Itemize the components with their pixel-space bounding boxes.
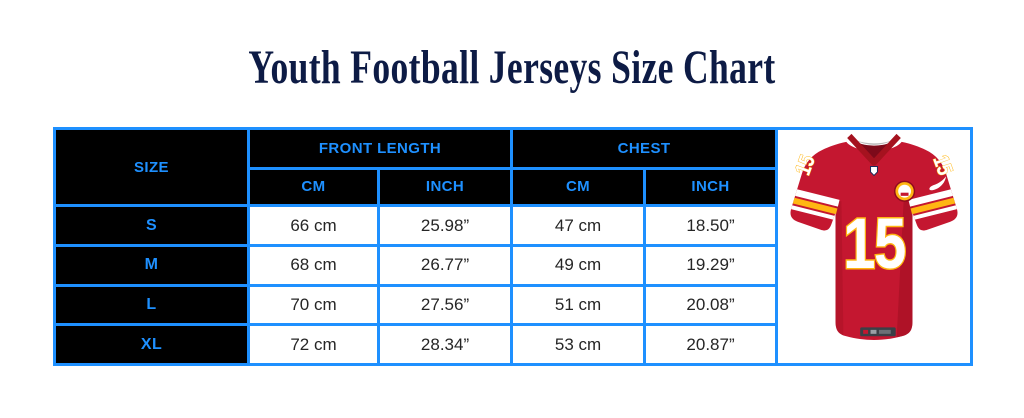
front-inch-cell-m: 26.77” <box>376 243 514 287</box>
front-inch-cell-xl: 28.34” <box>376 323 514 366</box>
chest-inch-cell-s: 18.50” <box>643 204 779 247</box>
front-inch-cell-l: 27.56” <box>376 283 514 327</box>
header-size: SIZE <box>53 126 250 208</box>
front-cm-cell-m: 68 cm <box>247 243 380 287</box>
subheader-chest-inch: INCH <box>643 166 779 208</box>
front-cm-cell-s: 66 cm <box>247 204 380 247</box>
header-sub-row: CM INCH CM INCH <box>55 166 972 208</box>
chest-cm-cell-s: 47 cm <box>510 204 647 247</box>
chest-number: 15 <box>843 204 905 284</box>
collar-trim <box>847 133 901 166</box>
team-patch-icon <box>894 180 916 202</box>
jersey-side-shade <box>896 201 913 338</box>
chest-cm-cell-xl: 53 cm <box>510 323 647 366</box>
size-cell-s: S <box>53 204 250 247</box>
size-cell-xl: XL <box>53 323 250 366</box>
swoosh-icon <box>929 176 947 191</box>
size-cell-l: L <box>53 283 250 327</box>
table-row-s: S 66 cm 25.98” 47 cm 18.50” <box>53 204 972 247</box>
jock-tag <box>860 327 896 337</box>
chest-inch-cell-xl: 20.87” <box>643 323 779 366</box>
table-row-m: M 68 cm 26.77” 49 cm 19.29” <box>53 243 972 287</box>
collar-inner <box>854 139 894 145</box>
table-row-xl: XL 72 cm 28.34” 53 cm 20.87” <box>53 323 972 366</box>
subheader-front-cm: CM <box>247 166 380 208</box>
header-front-length: FRONT LENGTH <box>246 127 514 170</box>
jersey-image: 15 15 15 <box>778 132 970 359</box>
size-chart-table: SIZE FRONT LENGTH CHEST <box>53 126 974 366</box>
subheader-front-inch: INCH <box>376 166 514 208</box>
vneck-opening <box>852 138 896 163</box>
size-chart-container: SIZE FRONT LENGTH CHEST <box>53 126 974 366</box>
chest-inch-cell-m: 19.29” <box>643 243 779 287</box>
chest-inch-cell-l: 20.08” <box>643 283 779 327</box>
front-cm-cell-xl: 72 cm <box>247 323 380 366</box>
front-cm-cell-l: 70 cm <box>247 283 380 327</box>
table-row-l: L 70 cm 27.56” 51 cm 20.08” <box>53 283 972 327</box>
chest-cm-cell-m: 49 cm <box>510 243 647 287</box>
nfl-shield-icon <box>870 166 878 177</box>
football-jersey-graphic: 15 15 15 <box>790 133 958 341</box>
page-title: Youth Football Jerseys Size Chart <box>248 41 776 94</box>
subheader-chest-cm: CM <box>510 166 647 208</box>
jersey-body <box>790 141 958 341</box>
header-group-row: SIZE FRONT LENGTH CHEST <box>53 126 974 366</box>
jersey-side-shade-left <box>835 201 844 338</box>
header-chest: CHEST <box>510 127 779 170</box>
front-inch-cell-s: 25.98” <box>376 204 514 247</box>
jersey-cell: 15 15 15 <box>775 127 974 366</box>
chest-cm-cell-l: 51 cm <box>510 283 647 327</box>
size-cell-m: M <box>53 243 250 287</box>
